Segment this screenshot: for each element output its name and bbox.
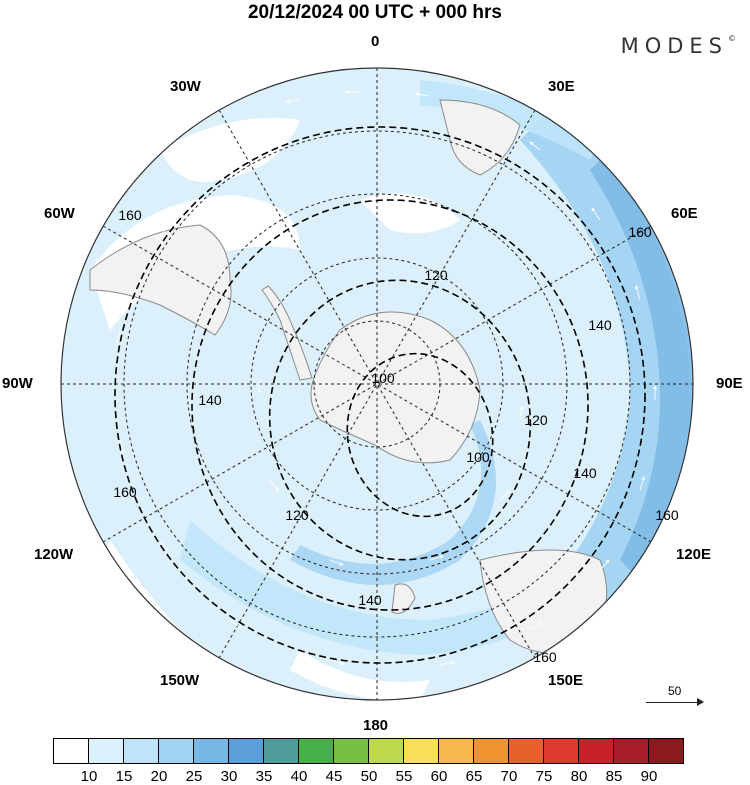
height-contours [114,126,646,664]
colorbar-swatch [53,738,89,764]
colorbar-tick-label: 25 [185,768,203,785]
longitude-label-30w: 30W [170,78,201,95]
colorbar-swatch [88,738,124,764]
contour-label: 100 [466,449,490,465]
colorbar-tick-label: 35 [255,768,273,785]
contour-label: 120 [424,267,448,283]
colorbar-swatch [403,738,439,764]
reference-vector: 50 [646,684,706,714]
contour-label: 160 [655,507,679,523]
reference-arrow-icon [646,698,704,706]
longitude-label-150w: 150W [160,672,200,689]
copyright-mark: © [728,34,736,43]
colorbar-tick-label: 40 [290,768,308,785]
colorbar-swatch [473,738,509,764]
longitude-label-60w: 60W [44,205,75,222]
colorbar-tick-label: 80 [570,768,588,785]
longitude-label-150e: 150E [548,672,584,689]
longitude-label-30e: 30E [548,78,575,95]
longitude-label-180: 180 [363,717,389,734]
contour-label: 160 [533,649,557,665]
colorbar-ticks: 10 15 20 25 30 35 40 45 50 55 60 65 70 75 80 85 90 [54,768,704,785]
colorbar-swatch [123,738,159,764]
map-title: 20/12/2024 00 UTC + 000 hrs [247,2,503,23]
colorbar-tick-label: 10 [80,768,98,785]
contour-label: 100 [371,370,395,386]
south-america-landmass [89,224,232,336]
colorbar-swatch [543,738,579,764]
longitude-label-60e: 60E [671,205,698,222]
colorbar-tick-label: 65 [465,768,483,785]
colorbar-tick-label: 15 [115,768,133,785]
graticule [61,68,693,700]
longitude-label-90w: 90W [2,375,33,392]
colorbar-tick-label: 75 [535,768,553,785]
colorbar-swatch [263,738,299,764]
colorbar-swatch [298,738,334,764]
colorbar-swatch [438,738,474,764]
colorbar-tick-label: 90 [640,768,658,785]
longitude-label-120w: 120W [34,546,74,563]
contour-label: 160 [628,224,652,240]
colorbar-tick-label: 50 [360,768,378,785]
reference-vector-value: 50 [668,684,682,698]
longitude-label-90e: 90E [716,375,743,392]
colorbar [53,738,684,764]
colorbar-swatch [508,738,544,764]
contour-label: 120 [285,507,309,523]
antarctica-landmass [310,311,481,464]
contour-label-group: 100 100 120 120 120 140 140 140 140 160 … [113,207,679,665]
wind-vectors [115,90,657,666]
contour-label: 160 [113,484,137,500]
contour-label: 140 [573,465,597,481]
antarctic-peninsula [261,285,313,381]
colorbar-swatch [228,738,264,764]
map-boundary [60,67,694,701]
colorbar-swatch [368,738,404,764]
colorbar-tick-label: 20 [150,768,168,785]
colorbar-swatch [648,738,684,764]
contour-label: 120 [524,412,548,428]
colorbar-tick-label: 70 [500,768,518,785]
colorbar-swatch [333,738,369,764]
contour-label: 140 [588,317,612,333]
colorbar-swatch [193,738,229,764]
colorbar-swatch [158,738,194,764]
brand-name: MODES [620,34,728,58]
longitude-label-120e: 120E [676,546,712,563]
contour-label: 140 [358,592,382,608]
longitude-label-0: 0 [371,33,380,50]
colorbar-tick-label: 55 [395,768,413,785]
contour-label: 160 [118,207,142,223]
colorbar-tick-label: 60 [430,768,448,785]
colorbar-tick-label: 85 [605,768,623,785]
contour-label: 140 [198,392,222,408]
colorbar-swatch [613,738,649,764]
new-zealand-landmass [391,583,416,614]
modes-logo: MODES© [621,34,736,58]
colorbar-tick-label: 45 [325,768,343,785]
colorbar-tick-label: 30 [220,768,238,785]
colorbar-swatch [578,738,614,764]
